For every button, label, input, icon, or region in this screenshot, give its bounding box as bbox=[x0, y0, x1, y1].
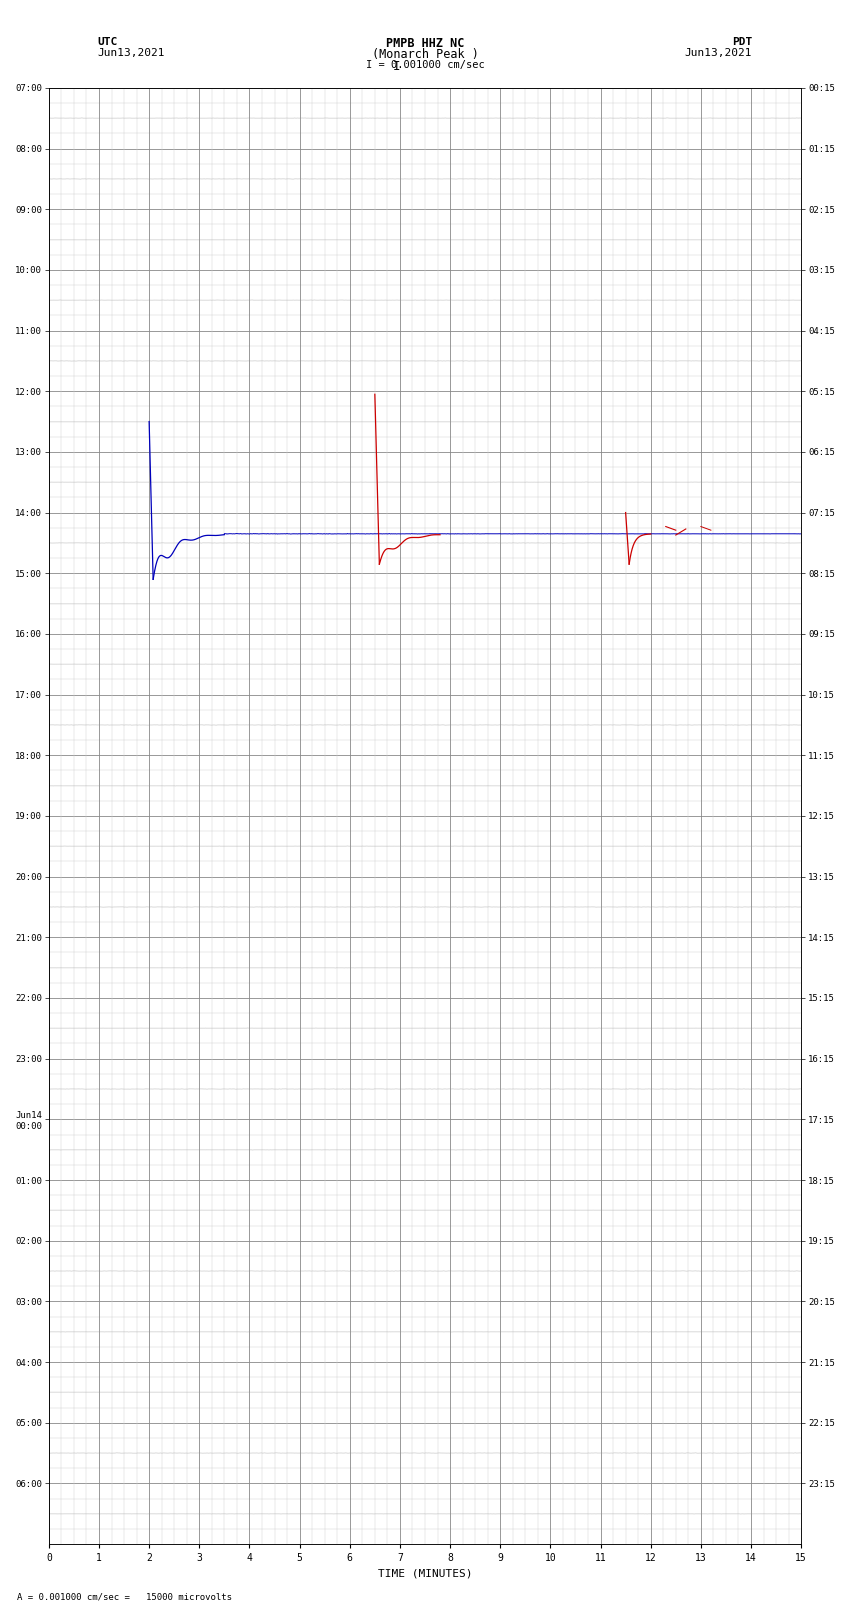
Text: Jun13,2021: Jun13,2021 bbox=[685, 48, 752, 58]
Text: I: I bbox=[394, 60, 400, 73]
Text: PDT: PDT bbox=[732, 37, 752, 47]
Text: I = 0.001000 cm/sec: I = 0.001000 cm/sec bbox=[366, 60, 484, 69]
X-axis label: TIME (MINUTES): TIME (MINUTES) bbox=[377, 1569, 473, 1579]
Text: A = 0.001000 cm/sec =   15000 microvolts: A = 0.001000 cm/sec = 15000 microvolts bbox=[17, 1592, 232, 1602]
Text: Jun13,2021: Jun13,2021 bbox=[98, 48, 165, 58]
Text: UTC: UTC bbox=[98, 37, 118, 47]
Text: PMPB HHZ NC: PMPB HHZ NC bbox=[386, 37, 464, 50]
Text: (Monarch Peak ): (Monarch Peak ) bbox=[371, 48, 479, 61]
